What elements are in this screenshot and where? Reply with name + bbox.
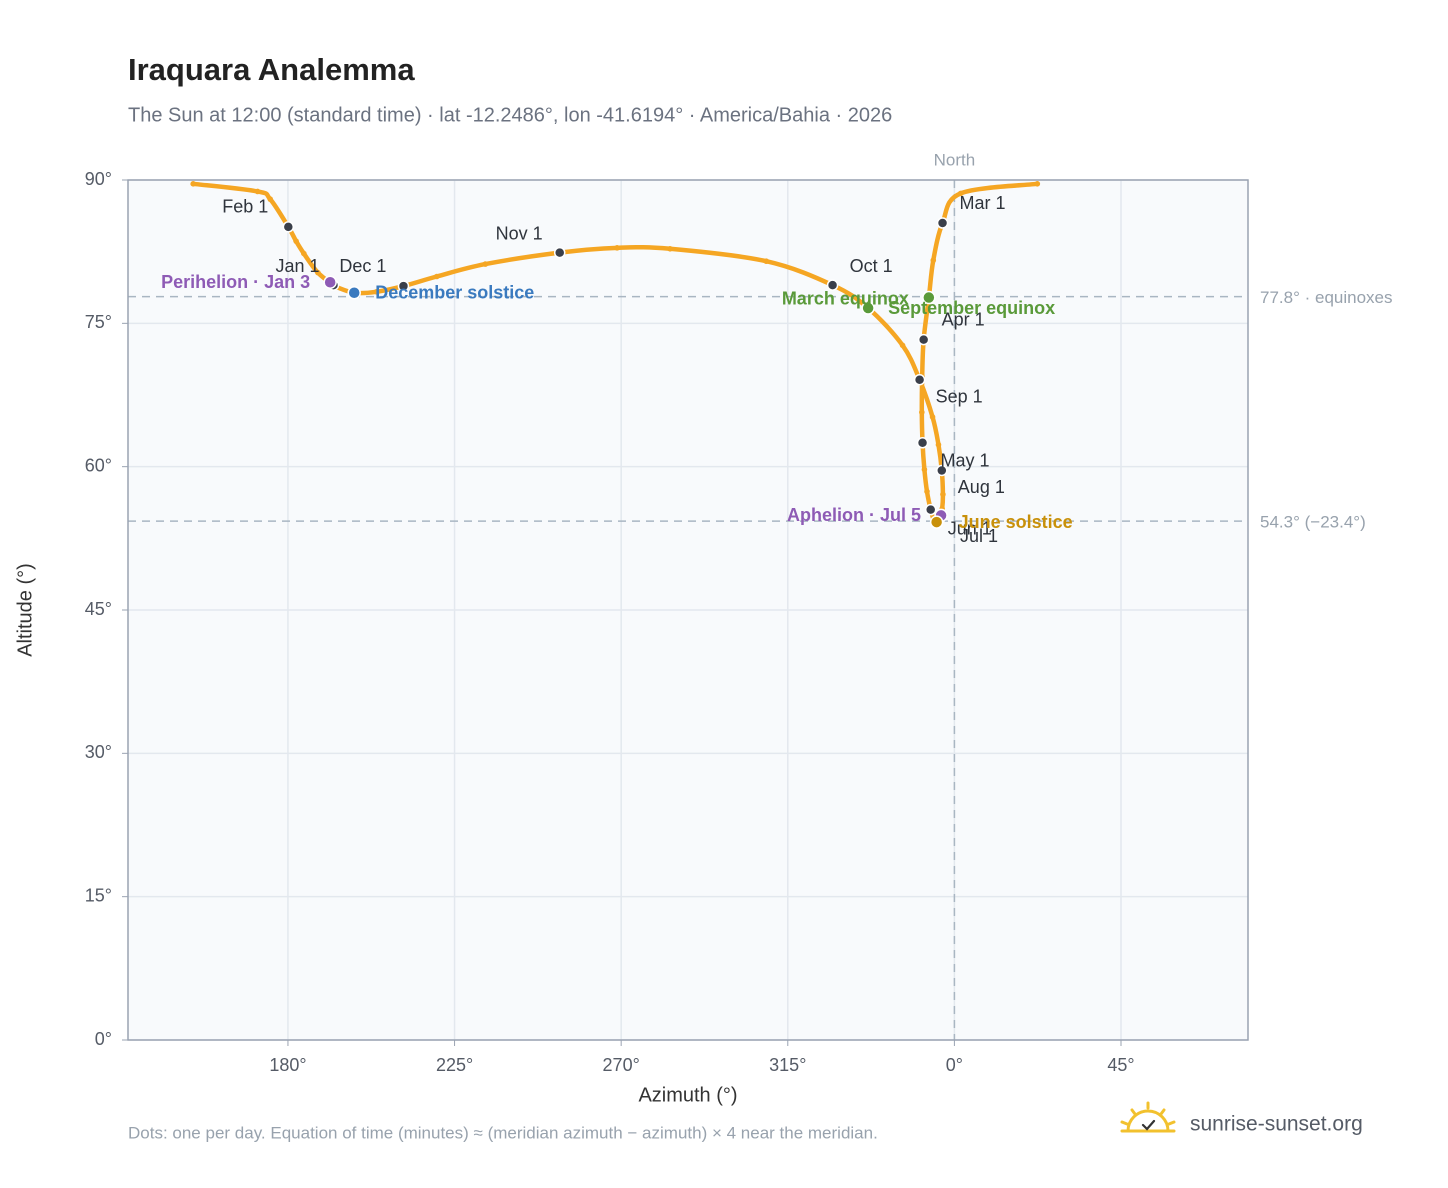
analemma-line <box>334 181 1040 525</box>
brand-name: sunrise-sunset.org <box>1190 1113 1363 1136</box>
day-dot <box>924 488 930 495</box>
month-marker <box>397 280 410 292</box>
event-marker <box>347 286 361 300</box>
event-label: September equinox <box>888 298 1055 318</box>
month-label: Nov 1 <box>496 223 543 243</box>
day-dot <box>433 273 440 280</box>
labels: 180° 225° 270° 315° 0° 45° 0° 15° 30° 45° 60° 75° 90… <box>85 150 1393 1074</box>
event-marker <box>922 290 936 305</box>
y-tick-label: 15° <box>85 885 112 905</box>
month-marker <box>282 221 295 233</box>
chart-subtitle: The Sun at 12:00 (standard time) · lat -… <box>128 104 892 126</box>
day-dot <box>763 258 770 265</box>
day-dot <box>935 441 942 448</box>
month-marker <box>553 246 566 259</box>
month-label: Mar 1 <box>960 193 1006 213</box>
y-tick-label: 60° <box>85 455 112 475</box>
y-tick-label: 30° <box>85 742 112 762</box>
event-label: June solstice <box>959 512 1073 532</box>
day-dot <box>899 342 906 349</box>
month-marker <box>936 464 948 477</box>
month-label: Sep 1 <box>936 386 983 406</box>
day-dot <box>919 409 925 416</box>
month-marker <box>826 279 839 291</box>
event-label: Perihelion · Jan 3 <box>161 272 310 292</box>
x-tick-label: 225° <box>436 1055 473 1075</box>
month-label: Apr 1 <box>942 309 985 329</box>
chart-title: Iraquara Analemma <box>128 52 415 87</box>
reference-label: 77.8° · equinoxes <box>1260 288 1393 307</box>
x-tick-label: 315° <box>769 1055 806 1075</box>
north-label: North <box>934 150 976 169</box>
month-label: May 1 <box>941 451 990 471</box>
event-label: March equinox <box>782 288 909 308</box>
event-marker <box>929 515 944 529</box>
reference-label: 54.3° (−23.4°) <box>1260 513 1366 532</box>
x-tick-label: 270° <box>603 1055 640 1075</box>
day-dot <box>482 261 489 267</box>
y-tick-label: 90° <box>85 169 112 189</box>
month-marker <box>916 437 929 449</box>
day-dot <box>940 491 946 498</box>
x-axis-label: Azimuth (°) <box>638 1084 737 1106</box>
event-marker <box>323 275 337 289</box>
event-label: Aphelion · Jul 5 <box>787 505 921 525</box>
y-tick-label: 75° <box>85 312 112 332</box>
event-label: December solstice <box>375 283 534 303</box>
day-dot <box>373 289 380 295</box>
brand-logo <box>1120 1101 1176 1133</box>
month-label: Aug 1 <box>958 477 1005 497</box>
grid <box>128 179 1248 1041</box>
month-label: Jul 1 <box>960 526 998 546</box>
day-dot <box>929 414 936 420</box>
y-axis-label: Altitude (°) <box>14 563 36 657</box>
y-tick-label: 0° <box>95 1029 112 1049</box>
day-dot <box>293 238 299 244</box>
month-label: Oct 1 <box>850 256 893 276</box>
day-dot <box>254 188 261 195</box>
day-dot <box>667 246 673 252</box>
month-marker <box>924 503 937 516</box>
day-dot <box>190 181 196 187</box>
y-tick-label: 45° <box>85 599 112 619</box>
day-dot <box>301 250 307 257</box>
month-marker <box>936 217 949 229</box>
day-dot <box>614 245 620 251</box>
markers <box>282 217 949 529</box>
month-marker <box>917 333 930 346</box>
month-label: Dec 1 <box>339 256 386 276</box>
footnote: Dots: one per day. Equation of time (min… <box>128 1123 878 1142</box>
day-dot <box>930 257 937 264</box>
month-marker <box>913 373 926 386</box>
event-marker <box>861 301 875 315</box>
month-label: Jan 1 <box>275 256 319 276</box>
day-dot <box>315 269 321 276</box>
day-dot <box>267 196 273 202</box>
month-label: Jun 1 <box>948 518 992 538</box>
day-dot <box>957 190 964 197</box>
x-tick-label: 0° <box>946 1055 963 1075</box>
month-label: Feb 1 <box>222 197 268 217</box>
x-tick-label: 45° <box>1107 1055 1134 1075</box>
x-tick-label: 180° <box>269 1055 306 1075</box>
day-dot <box>1034 181 1041 187</box>
reference-lines <box>128 180 1248 1040</box>
day-dot <box>921 466 928 473</box>
